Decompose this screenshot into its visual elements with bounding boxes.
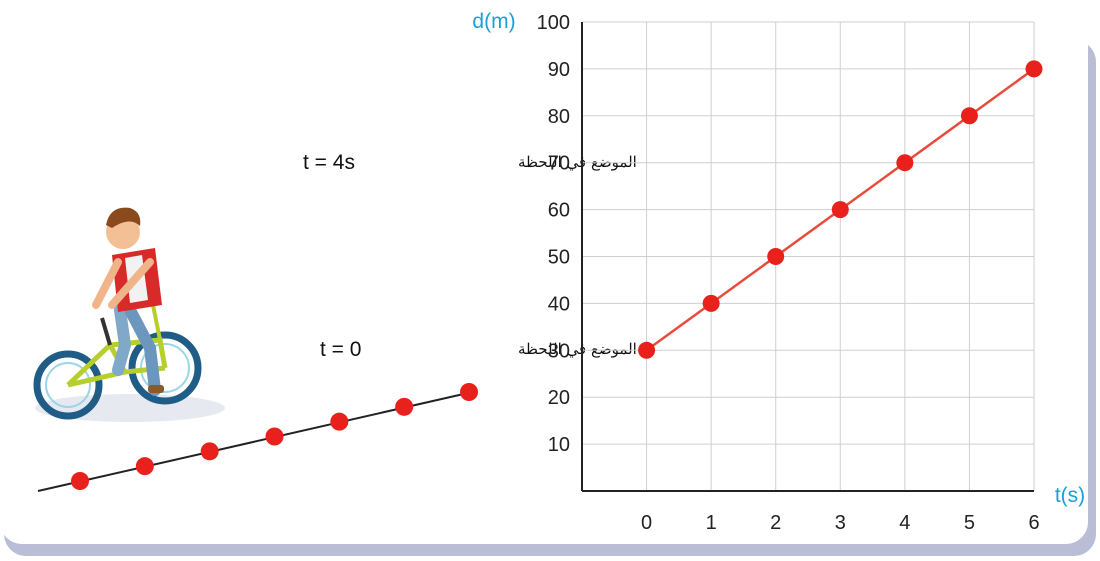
callout-t4-arabic: الموضع في اللحظة <box>518 153 637 171</box>
callout-t0: الموضع في اللحظة t = 0 <box>320 338 637 361</box>
track-dot <box>330 412 349 431</box>
data-point <box>767 248 785 265</box>
y-axis-title: d(m) <box>472 10 515 33</box>
y-tick-label: 90 <box>548 59 570 81</box>
callout-t0-arabic: الموضع في اللحظة <box>518 340 637 358</box>
track-dot <box>71 472 89 490</box>
x-tick-label: 5 <box>964 512 975 534</box>
callout-t0-equation: t = 0 <box>320 338 361 361</box>
data-point <box>960 107 978 125</box>
y-tick-labels: 10 20 30 40 50 60 70 80 90 100 <box>537 12 570 456</box>
data-point <box>831 201 849 219</box>
data-point <box>1025 60 1043 78</box>
track-dot <box>460 383 478 401</box>
x-tick-label: 0 <box>641 512 652 534</box>
track-dot <box>200 442 219 461</box>
y-tick-label: 40 <box>548 293 570 315</box>
chart: 10 20 30 40 50 60 70 80 90 100 0 1 2 3 4 5 6 d(m) t(s) <box>472 10 1085 534</box>
y-tick-label: 60 <box>548 200 570 222</box>
x-tick-label: 4 <box>899 512 910 534</box>
x-tick-labels: 0 1 2 3 4 5 6 <box>641 512 1040 534</box>
x-tick-label: 1 <box>706 512 717 534</box>
data-point <box>896 154 914 172</box>
y-tick-label: 50 <box>548 247 570 269</box>
series <box>638 60 1043 359</box>
y-tick-label: 100 <box>537 12 570 34</box>
grid <box>582 21 1035 491</box>
y-tick-label: 80 <box>548 106 570 128</box>
data-point <box>702 294 720 312</box>
position-track <box>37 383 478 492</box>
y-tick-label: 10 <box>548 434 570 456</box>
callout-t4: الموضع في اللحظة t = 4s <box>303 151 637 174</box>
x-tick-label: 2 <box>770 512 781 534</box>
cyclist-illustration <box>33 207 225 422</box>
track-dots <box>71 383 478 490</box>
data-point <box>638 341 656 359</box>
y-tick-label: 70 <box>548 153 570 175</box>
y-tick-label: 20 <box>548 387 570 409</box>
track-dot <box>395 397 414 416</box>
callout-t4-equation: t = 4s <box>303 151 355 174</box>
x-tick-label: 6 <box>1028 512 1039 534</box>
y-tick-label: 30 <box>548 340 570 362</box>
track-dot <box>135 457 154 476</box>
x-axis-title: t(s) <box>1055 484 1085 507</box>
track-dot <box>265 427 284 446</box>
card <box>0 6 1088 544</box>
x-tick-label: 3 <box>835 512 846 534</box>
axes <box>581 22 1034 492</box>
